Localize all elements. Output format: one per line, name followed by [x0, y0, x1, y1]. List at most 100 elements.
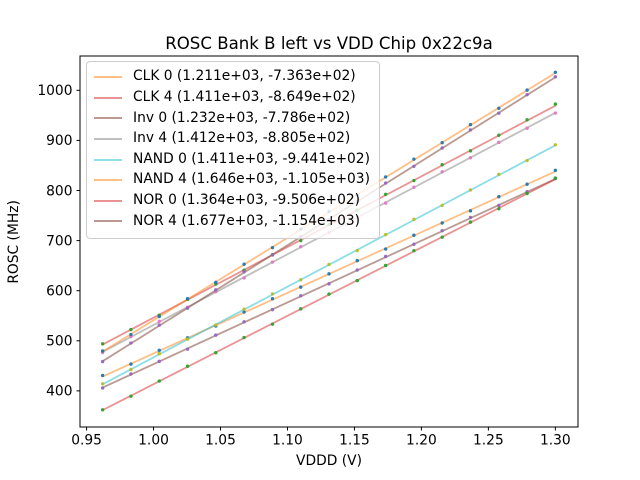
data-point: [468, 128, 473, 132]
data-point: [440, 235, 444, 239]
data-point: [497, 111, 501, 115]
series-nor-0: [100, 176, 558, 412]
legend-entry-label: NOR 4 (1.677e+03, -1.154e+03): [133, 212, 361, 229]
legend-entry: NOR 4 (1.677e+03, -1.154e+03): [94, 211, 370, 232]
legend-entry-label: NOR 0 (1.364e+03, -9.506e+02): [133, 191, 361, 208]
data-point: [129, 372, 133, 376]
data-point: [553, 176, 558, 180]
data-point: [242, 320, 246, 324]
data-point: [270, 322, 275, 326]
data-point: [129, 332, 133, 337]
legend-line-swatch: [94, 117, 122, 120]
legend-line-swatch: [94, 96, 122, 99]
data-point: [468, 149, 473, 153]
data-point: [440, 221, 444, 225]
data-point: [412, 217, 416, 222]
data-point: [214, 351, 218, 355]
data-point: [185, 296, 190, 301]
data-point: [412, 242, 416, 246]
data-point: [185, 306, 190, 310]
data-point: [468, 188, 473, 192]
data-point: [468, 122, 473, 127]
y-tick-label: 700: [46, 233, 72, 249]
data-point: [270, 245, 275, 250]
data-point: [185, 364, 190, 368]
data-point: [157, 319, 161, 324]
x-tick-label: 1.25: [473, 433, 504, 449]
data-point: [100, 386, 105, 390]
data-point: [214, 333, 218, 337]
legend-entry-label: Inv 4 (1.412e+03, -8.805e+02): [133, 130, 351, 147]
data-point: [100, 349, 105, 353]
data-point: [497, 203, 501, 208]
x-axis-label: VDDD (V): [296, 453, 362, 469]
data-point: [497, 133, 501, 137]
data-point: [157, 352, 161, 356]
data-point: [299, 278, 303, 282]
data-point: [525, 191, 529, 196]
data-point: [440, 141, 444, 145]
y-tick-label: 1000: [37, 83, 72, 99]
legend-entry-label: CLK 0 (1.211e+03, -7.363e+02): [133, 68, 356, 85]
x-tick-label: 1.00: [138, 433, 169, 449]
legend-line-swatch: [94, 158, 122, 161]
legend-entry: NAND 4 (1.646e+03, -1.105e+03): [94, 170, 370, 191]
data-point: [497, 106, 501, 110]
data-point: [497, 195, 501, 199]
data-point: [468, 215, 473, 220]
data-point: [327, 262, 331, 267]
data-point: [242, 310, 246, 314]
data-point: [185, 347, 190, 351]
data-point: [440, 170, 444, 174]
legend-entry: CLK 0 (1.211e+03, -7.363e+02): [94, 67, 370, 88]
data-point: [525, 92, 529, 97]
data-point: [270, 297, 275, 301]
legend-entry-label: NAND 0 (1.411e+03, -9.441e+02): [133, 150, 370, 167]
data-point: [129, 394, 133, 398]
data-point: [129, 327, 133, 332]
data-point: [270, 253, 275, 257]
legend-entry: Inv 4 (1.412e+03, -8.805e+02): [94, 129, 370, 150]
data-point: [129, 367, 133, 372]
legend-entry: NAND 0 (1.411e+03, -9.441e+02): [94, 149, 370, 170]
data-point: [553, 75, 558, 79]
data-point: [100, 342, 105, 346]
data-point: [412, 233, 416, 237]
series-nand-0: [100, 143, 558, 386]
data-point: [412, 248, 416, 253]
data-point: [157, 359, 161, 364]
y-tick-label: 900: [46, 133, 72, 149]
data-point: [242, 307, 246, 311]
data-point: [157, 323, 161, 327]
data-point: [383, 201, 388, 205]
data-point: [468, 209, 473, 213]
data-point: [525, 158, 529, 163]
data-point: [468, 156, 473, 160]
data-point: [327, 282, 331, 286]
y-tick-label: 600: [46, 283, 72, 299]
data-point: [383, 254, 388, 259]
data-point: [100, 408, 105, 412]
data-point: [270, 292, 275, 296]
data-point: [525, 126, 529, 130]
data-point: [270, 307, 275, 312]
y-tick-label: 500: [46, 334, 72, 350]
legend-line-swatch: [94, 138, 122, 141]
x-tick-label: 1.10: [272, 433, 303, 449]
legend-line-swatch: [94, 76, 122, 79]
chart-title: ROSC Bank B left vs VDD Chip 0x22c9a: [165, 34, 493, 53]
data-point: [553, 143, 558, 147]
data-point: [157, 348, 161, 353]
data-point: [100, 382, 105, 386]
legend-entry-label: CLK 4 (1.411e+03, -8.649e+02): [133, 88, 356, 105]
data-point: [242, 262, 246, 266]
y-tick-label: 400: [46, 384, 72, 400]
data-point: [383, 192, 388, 197]
data-point: [497, 140, 501, 145]
data-point: [270, 260, 275, 264]
data-point: [440, 229, 444, 233]
data-point: [299, 238, 303, 243]
legend-entry-label: NAND 4 (1.646e+03, -1.105e+03): [133, 171, 370, 188]
data-point: [383, 232, 388, 237]
